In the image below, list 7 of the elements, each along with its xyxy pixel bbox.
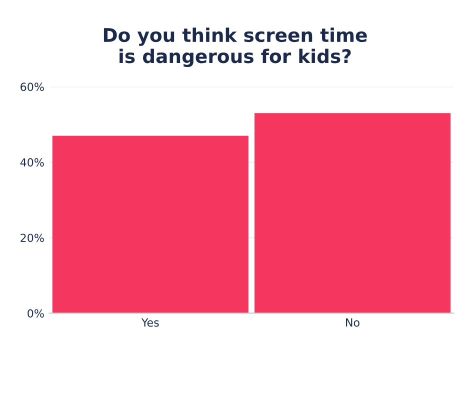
y-tick-label: 40% (20, 158, 44, 167)
x-tick-label: No (346, 318, 360, 327)
y-tick-label: 60% (20, 82, 44, 92)
chart-title: Do you think screen time is dangerous for kids? (104, 28, 367, 68)
x-tick-label: Yes (141, 318, 159, 327)
y-tick-label: 20% (20, 234, 44, 242)
y-tick-label: 0% (28, 309, 44, 318)
